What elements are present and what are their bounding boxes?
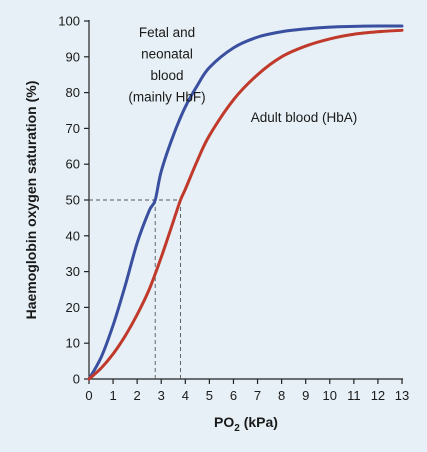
y-axis-title: Haemoglobin oxygen saturation (%) (23, 81, 39, 320)
x-tick-label: 13 (395, 388, 409, 403)
x-tick-label: 7 (254, 388, 261, 403)
reference-lines (89, 199, 181, 379)
y-tick-label: 60 (66, 157, 80, 172)
y-tick-label: 90 (66, 49, 80, 64)
y-tick-label: 40 (66, 228, 80, 243)
y-tick-label: 20 (66, 300, 80, 315)
fetal-series-label-line: blood (150, 68, 183, 83)
x-tick-label: 1 (109, 388, 116, 403)
y-tick-label: 80 (66, 85, 80, 100)
y-tick-label: 70 (66, 121, 80, 136)
y-tick-label: 0 (73, 372, 80, 387)
x-tick-label: 6 (230, 388, 237, 403)
x-tick-label: 2 (134, 388, 141, 403)
fetal-series-label-line: (mainly HbF) (128, 90, 205, 105)
labels-layer: Haemoglobin oxygen saturation (%) PO2 (k… (23, 25, 357, 434)
series-line-fetal-hbf (87, 24, 404, 381)
x-axis-title-main: PO (214, 414, 234, 430)
series-line-adult-hba (87, 28, 404, 381)
x-tick-label: 3 (158, 388, 165, 403)
x-axis-title-unit: (kPa) (240, 414, 278, 430)
y-tick-label: 30 (66, 264, 80, 279)
x-tick-label: 11 (347, 388, 361, 403)
x-tick-label: 0 (85, 388, 92, 403)
series-layer (87, 24, 404, 381)
x-tick-label: 4 (182, 388, 189, 403)
x-tick-label: 12 (371, 388, 385, 403)
x-tick-label: 5 (206, 388, 213, 403)
fetal-series-label-line: neonatal (141, 47, 193, 62)
x-axis-title: PO2 (kPa) (214, 414, 278, 434)
y-tick-label: 100 (58, 14, 80, 29)
x-axis-title-subscript: 2 (234, 423, 240, 434)
adult-series-label: Adult blood (HbA) (251, 110, 358, 125)
y-tick-label: 10 (66, 336, 80, 351)
x-tick-label: 8 (278, 388, 285, 403)
y-tick-label: 50 (66, 193, 80, 208)
fetal-series-label-line: Fetal and (139, 25, 195, 40)
x-tick-label: 9 (302, 388, 309, 403)
x-tick-label: 10 (323, 388, 337, 403)
